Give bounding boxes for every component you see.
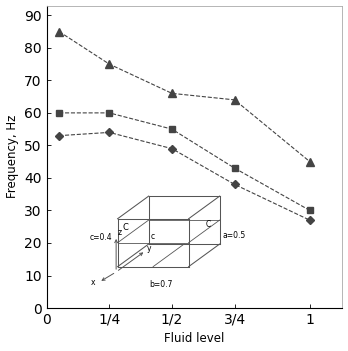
Y-axis label: Frequency, Hz: Frequency, Hz (6, 115, 18, 198)
X-axis label: Fluid level: Fluid level (164, 332, 225, 345)
